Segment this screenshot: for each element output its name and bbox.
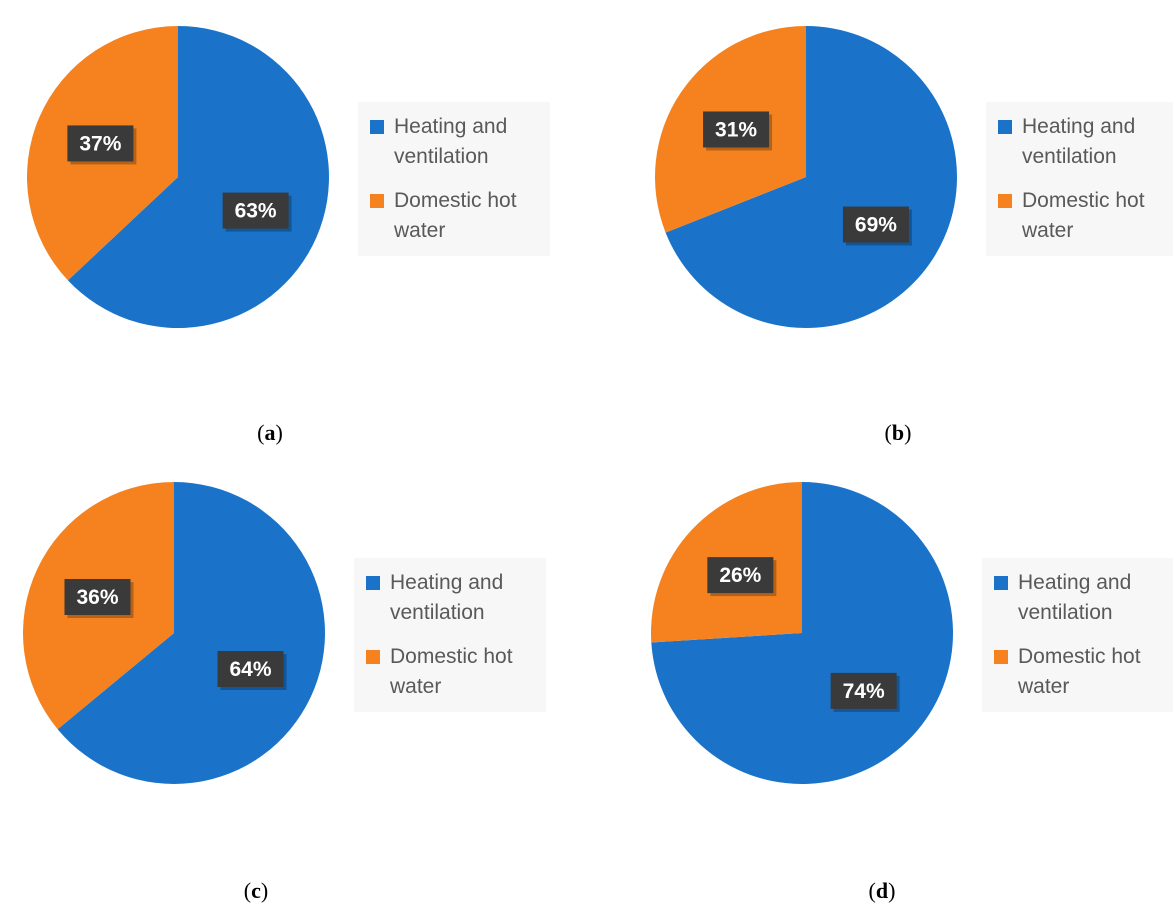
panel-caption-c: (c)	[243, 878, 269, 903]
pie-chart-a: 63% 37%	[27, 26, 330, 328]
data-label-text: 37%	[79, 132, 121, 155]
data-label-box	[707, 557, 774, 594]
data-label-box	[217, 651, 284, 688]
legend-item-heating: Heating and ventilation	[998, 112, 1164, 172]
data-label-text: 63%	[235, 200, 277, 223]
pie-slice-heating	[57, 482, 325, 784]
legend-label-dhw-line2: water	[390, 675, 442, 698]
legend-item-dhw: Domestic hot water	[994, 642, 1160, 702]
data-label-dhw: 37%	[67, 125, 137, 165]
chart-panel-a: 63% 37% Heating and ventilation Domestic …	[8, 10, 568, 340]
legend-label-heating-line2: ventilation	[394, 145, 489, 168]
legend-item-dhw: Domestic hot water	[998, 186, 1164, 246]
data-label-heating: 63%	[222, 192, 292, 232]
panel-caption-letter-b: b	[891, 420, 905, 445]
data-label-heating: 64%	[217, 651, 287, 691]
legend-swatch-dhw	[994, 650, 1008, 664]
data-label-text: 69%	[855, 214, 897, 237]
legend-label-heating-line1: Heating and	[1022, 115, 1136, 138]
legend-item-dhw: Domestic hot water	[370, 186, 536, 246]
data-label-dhw: 36%	[64, 578, 134, 618]
pie-slice-heating	[665, 26, 957, 329]
legend-c: Heating and ventilation Domestic hot wat…	[354, 558, 546, 712]
data-label-heating: 69%	[842, 206, 912, 246]
data-label-box	[703, 111, 770, 148]
legend-label-heating-line2: ventilation	[1022, 145, 1117, 168]
data-label-dhw: 31%	[703, 111, 773, 151]
legend-label-heating-line2: ventilation	[1018, 601, 1113, 624]
legend-item-heating: Heating and ventilation	[366, 568, 532, 628]
panel-caption-letter-a: a	[264, 420, 276, 445]
legend-label-dhw-line1: Domestic hot	[1018, 645, 1141, 668]
pie-chart-d: 74% 26%	[651, 482, 953, 784]
legend-swatch-dhw	[370, 194, 384, 208]
legend-swatch-heating	[370, 120, 384, 134]
data-label-dhw: 26%	[707, 557, 777, 597]
legend-label-heating-line1: Heating and	[390, 571, 504, 594]
data-label-box	[222, 192, 289, 229]
chart-panel-b: 69% 31% Heating and ventilation Domestic …	[636, 10, 1173, 340]
legend-item-dhw: Domestic hot water	[366, 642, 532, 702]
legend-label-heating-line1: Heating and	[394, 115, 508, 138]
legend-swatch-heating	[994, 576, 1008, 590]
legend-d: Heating and ventilation Domestic hot wat…	[982, 558, 1173, 712]
legend-swatch-heating	[366, 576, 380, 590]
panel-caption-b: (b)	[884, 420, 912, 445]
data-label-box	[842, 206, 909, 243]
data-label-box	[67, 125, 134, 162]
chart-panel-c: 64% 36% Heating and ventilation Domestic …	[4, 466, 564, 796]
data-label-text: 64%	[229, 658, 271, 681]
legend-b: Heating and ventilation Domestic hot wat…	[986, 102, 1173, 256]
legend-label-dhw-line2: water	[1018, 675, 1070, 698]
legend-a: Heating and ventilation Domestic hot wat…	[358, 102, 550, 256]
pie-chart-b: 69% 31%	[655, 26, 957, 329]
data-label-text: 31%	[715, 118, 757, 141]
panel-caption-a: (a)	[257, 420, 283, 445]
legend-swatch-dhw	[998, 194, 1012, 208]
panel-caption-letter-c: c	[251, 878, 261, 903]
data-label-text: 74%	[843, 680, 885, 703]
chart-panel-d: 74% 26% Heating and ventilation Domestic …	[632, 466, 1173, 796]
legend-item-heating: Heating and ventilation	[370, 112, 536, 172]
legend-item-heating: Heating and ventilation	[994, 568, 1160, 628]
legend-label-dhw-line1: Domestic hot	[394, 189, 517, 212]
data-label-box	[830, 672, 897, 709]
panel-caption-d: (d)	[868, 878, 896, 903]
data-label-box	[64, 578, 131, 615]
legend-label-dhw-line2: water	[394, 219, 446, 242]
legend-swatch-dhw	[366, 650, 380, 664]
legend-label-heating-line1: Heating and	[1018, 571, 1132, 594]
legend-label-dhw-line2: water	[1022, 219, 1074, 242]
data-label-heating: 74%	[830, 672, 900, 712]
pie-slice-heating	[67, 26, 330, 328]
panel-caption-letter-d: d	[875, 878, 889, 903]
pie-chart-c: 64% 36%	[22, 482, 325, 784]
data-label-text: 36%	[76, 586, 118, 609]
legend-swatch-heating	[998, 120, 1012, 134]
data-label-text: 26%	[719, 564, 761, 587]
legend-label-heating-line2: ventilation	[390, 601, 485, 624]
legend-label-dhw-line1: Domestic hot	[1022, 189, 1145, 212]
legend-label-dhw-line1: Domestic hot	[390, 645, 513, 668]
